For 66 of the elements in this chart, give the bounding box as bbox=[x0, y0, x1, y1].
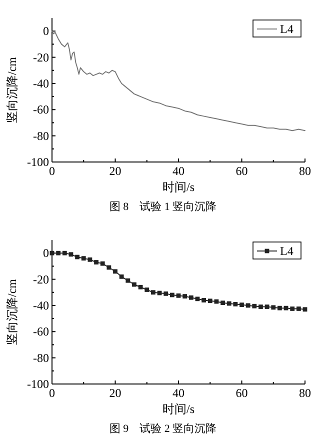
y-tick-label: -40 bbox=[33, 298, 49, 312]
caption: 图 8 试验 1 竖向沉降 bbox=[109, 200, 217, 213]
point bbox=[75, 254, 80, 260]
point bbox=[56, 250, 61, 256]
y-tick-label: -20 bbox=[33, 272, 49, 286]
x-tick-label: 20 bbox=[109, 164, 122, 178]
point bbox=[151, 290, 156, 295]
point bbox=[81, 256, 86, 261]
x-tick-label: 60 bbox=[236, 386, 248, 400]
point bbox=[278, 306, 282, 310]
point bbox=[182, 294, 188, 298]
point bbox=[176, 293, 181, 298]
y-axis-title: 竖向沉降/cm bbox=[5, 278, 19, 345]
point bbox=[195, 296, 200, 302]
point bbox=[68, 252, 74, 257]
x-tick-label: 40 bbox=[172, 386, 184, 400]
x-tick-label: 20 bbox=[109, 386, 122, 400]
y-axis-title: 竖向沉降/cm bbox=[5, 56, 19, 123]
point bbox=[290, 306, 295, 311]
point bbox=[296, 306, 301, 311]
point bbox=[94, 260, 98, 264]
point bbox=[233, 302, 238, 306]
point bbox=[240, 302, 244, 307]
point bbox=[208, 298, 212, 304]
point bbox=[138, 284, 143, 290]
x-tick-label: 80 bbox=[299, 386, 311, 400]
point bbox=[113, 269, 118, 274]
point bbox=[271, 305, 276, 310]
x-tick-label: 40 bbox=[172, 164, 184, 178]
point bbox=[88, 257, 92, 262]
point bbox=[132, 282, 136, 287]
y-tick-label: -100 bbox=[27, 155, 49, 169]
point bbox=[126, 278, 130, 283]
point bbox=[220, 300, 225, 306]
point bbox=[100, 261, 105, 266]
point bbox=[284, 306, 288, 310]
point bbox=[226, 301, 232, 306]
x-tick-label: 60 bbox=[236, 164, 248, 178]
y-tick-label: -100 bbox=[27, 377, 49, 391]
point bbox=[252, 304, 257, 308]
legend-label: L4 bbox=[280, 244, 294, 258]
y-tick-label: -80 bbox=[33, 128, 49, 143]
y-tick-label: 0 bbox=[43, 246, 49, 260]
x-axis-title: 时间/s bbox=[162, 180, 195, 194]
point bbox=[258, 304, 263, 309]
x-tick-label: 80 bbox=[299, 164, 311, 178]
caption: 图 9 试验 2 竖向沉降 bbox=[109, 422, 217, 435]
point bbox=[202, 298, 206, 302]
y-tick-label: -40 bbox=[33, 76, 49, 90]
point bbox=[302, 307, 308, 312]
point bbox=[144, 288, 150, 292]
point bbox=[164, 291, 168, 296]
point bbox=[170, 292, 174, 298]
point bbox=[119, 274, 124, 279]
y-tick-label: -80 bbox=[33, 350, 49, 365]
point bbox=[188, 295, 194, 300]
x-axis-title: 时间/s bbox=[162, 402, 195, 416]
legend-label: L4 bbox=[280, 22, 294, 36]
y-tick-label: -20 bbox=[33, 50, 49, 64]
point bbox=[246, 303, 250, 308]
y-tick-label: -60 bbox=[33, 324, 49, 339]
y-tick-label: -60 bbox=[33, 102, 49, 117]
point bbox=[106, 265, 112, 270]
y-tick-label: 0 bbox=[43, 24, 49, 38]
point bbox=[62, 250, 67, 256]
point bbox=[264, 304, 270, 309]
